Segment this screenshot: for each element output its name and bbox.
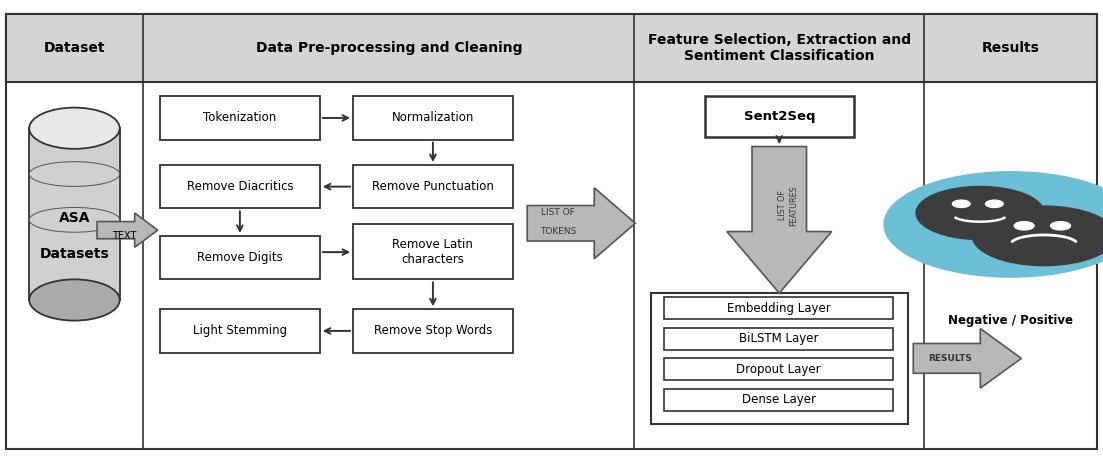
Text: Tokenization: Tokenization	[203, 111, 277, 125]
Bar	[160, 236, 320, 279]
Text: RESULTS: RESULTS	[928, 354, 972, 363]
Text: Feature Selection, Extraction and
Sentiment Classification: Feature Selection, Extraction and Sentim…	[647, 33, 911, 63]
Bar	[664, 358, 893, 380]
Text: Embedding Layer: Embedding Layer	[727, 302, 831, 315]
Bar	[353, 309, 513, 353]
Bar	[664, 297, 893, 319]
Bar	[353, 224, 513, 279]
Text: Results: Results	[982, 41, 1040, 55]
Text: Dataset: Dataset	[44, 41, 105, 55]
Circle shape	[985, 200, 1003, 207]
Text: Remove Stop Words: Remove Stop Words	[374, 324, 492, 338]
Circle shape	[885, 172, 1103, 277]
Polygon shape	[527, 188, 635, 259]
Text: Dropout Layer: Dropout Layer	[737, 363, 821, 376]
Text: TEXT: TEXT	[113, 231, 137, 241]
Text: Normalization: Normalization	[392, 111, 474, 125]
Text: Light Stemming: Light Stemming	[193, 324, 287, 338]
Bar	[651, 293, 908, 424]
Text: Remove Latin
characters: Remove Latin characters	[393, 238, 473, 266]
Text: LIST OF
FEATURES: LIST OF FEATURES	[779, 185, 797, 225]
Text: TOKENS: TOKENS	[540, 227, 576, 236]
Bar	[160, 165, 320, 208]
Bar	[160, 96, 320, 140]
Text: Dense Layer: Dense Layer	[741, 393, 816, 406]
Polygon shape	[97, 213, 158, 247]
Circle shape	[952, 200, 970, 207]
Text: Data Pre-processing and Cleaning: Data Pre-processing and Cleaning	[256, 41, 522, 55]
Bar	[353, 96, 513, 140]
Polygon shape	[727, 147, 832, 293]
Polygon shape	[913, 329, 1021, 388]
Text: Datasets: Datasets	[40, 247, 109, 261]
Bar	[353, 165, 513, 208]
Text: Negative / Positive: Negative / Positive	[949, 314, 1073, 327]
Circle shape	[915, 186, 1043, 240]
Bar	[664, 328, 893, 350]
Bar	[705, 96, 854, 137]
Text: Remove Digits: Remove Digits	[197, 251, 282, 264]
Text: Remove Diacritics: Remove Diacritics	[186, 180, 293, 193]
Circle shape	[1015, 222, 1035, 230]
Bar	[30, 128, 120, 300]
Bar	[664, 389, 893, 411]
Circle shape	[972, 206, 1103, 266]
Text: BiLSTM Layer: BiLSTM Layer	[739, 333, 818, 345]
Bar	[6, 14, 1097, 82]
Text: Remove Punctuation: Remove Punctuation	[372, 180, 494, 193]
Text: Sent2Seq: Sent2Seq	[743, 110, 815, 123]
Text: ASA: ASA	[58, 211, 90, 224]
Ellipse shape	[30, 108, 119, 149]
Text: LIST OF: LIST OF	[542, 208, 575, 217]
Circle shape	[1050, 222, 1070, 230]
Ellipse shape	[30, 279, 119, 321]
Bar	[160, 309, 320, 353]
